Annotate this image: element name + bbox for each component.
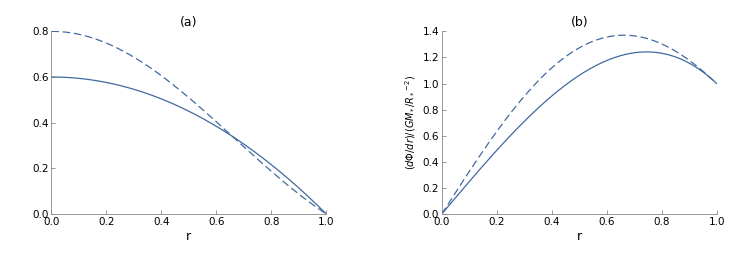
Title: (b): (b) [570, 16, 588, 29]
Title: (a): (a) [180, 16, 198, 29]
X-axis label: r: r [186, 230, 191, 242]
Y-axis label: $(d\Phi/dr)/(GM_{\!*}/R_*{}^{-2})$: $(d\Phi/dr)/(GM_{\!*}/R_*{}^{-2})$ [404, 75, 418, 170]
X-axis label: r: r [577, 230, 582, 242]
